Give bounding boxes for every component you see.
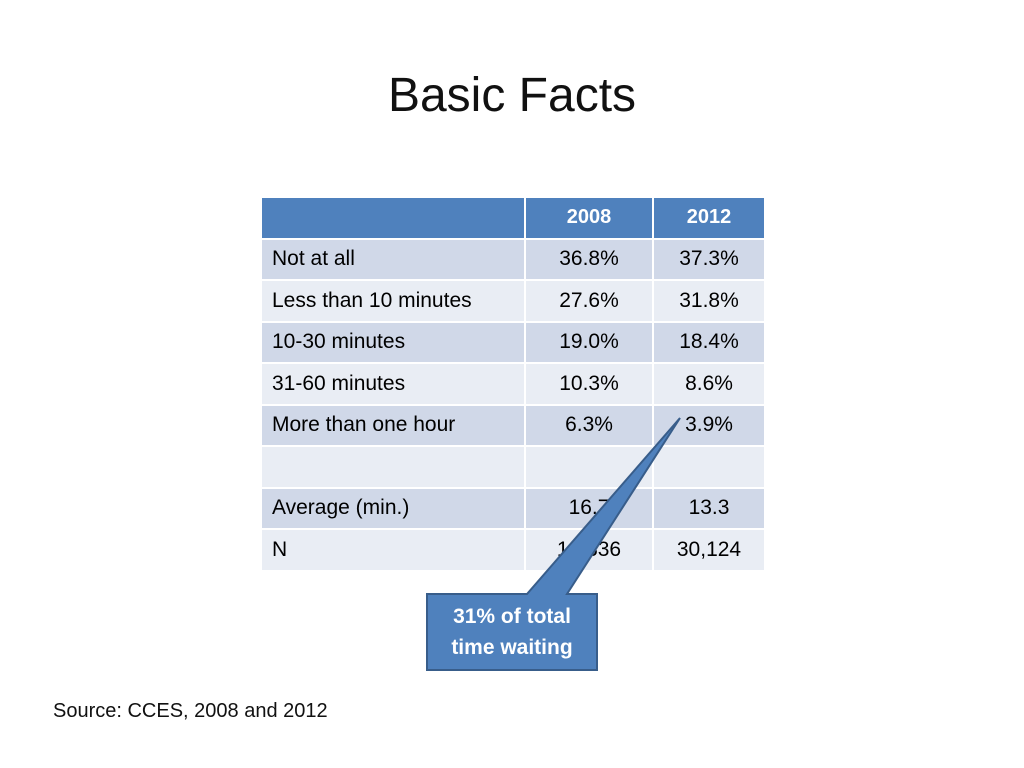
- row-label: Less than 10 minutes: [260, 279, 526, 323]
- header-cell-2008: 2008: [524, 196, 654, 240]
- cell-2008: 6.3%: [524, 403, 654, 447]
- cell-2012: 18.4%: [652, 320, 766, 364]
- table-row: 31-60 minutes 10.3% 8.6%: [260, 362, 766, 406]
- cell-2008: 10.3%: [524, 362, 654, 406]
- row-label: More than one hour: [260, 403, 526, 447]
- table-row: Not at all 36.8% 37.3%: [260, 237, 766, 281]
- cell-2008: 16.7: [524, 486, 654, 530]
- table-row-n: N 10,336 30,124: [260, 528, 766, 572]
- row-label: [260, 445, 526, 489]
- cell-2012: 3.9%: [652, 403, 766, 447]
- row-label: 10-30 minutes: [260, 320, 526, 364]
- table-row-spacer: [260, 445, 766, 489]
- row-label: 31-60 minutes: [260, 362, 526, 406]
- row-label: Not at all: [260, 237, 526, 281]
- cell-2008: 10,336: [524, 528, 654, 572]
- table-row: More than one hour 6.3% 3.9%: [260, 403, 766, 447]
- cell-2012: 30,124: [652, 528, 766, 572]
- cell-2012: 8.6%: [652, 362, 766, 406]
- cell-2008: 36.8%: [524, 237, 654, 281]
- callout-text: 31% of total time waiting: [427, 594, 597, 670]
- callout-line-2: time waiting: [451, 636, 573, 659]
- source-note: Source: CCES, 2008 and 2012: [53, 700, 328, 722]
- cell-2012: 37.3%: [652, 237, 766, 281]
- cell-2012: 13.3: [652, 486, 766, 530]
- table-row: 10-30 minutes 19.0% 18.4%: [260, 320, 766, 364]
- callout-line-1: 31% of total: [453, 605, 571, 628]
- cell-2008: [524, 445, 654, 489]
- cell-2012: [652, 445, 766, 489]
- row-label: Average (min.): [260, 486, 526, 530]
- table-header-row: 2008 2012: [260, 196, 766, 240]
- slide-title: Basic Facts: [387, 69, 637, 122]
- cell-2008: 27.6%: [524, 279, 654, 323]
- header-cell-label: [260, 196, 526, 240]
- cell-2012: 31.8%: [652, 279, 766, 323]
- row-label: N: [260, 528, 526, 572]
- header-cell-2012: 2012: [652, 196, 766, 240]
- cell-2008: 19.0%: [524, 320, 654, 364]
- table-row-average: Average (min.) 16.7 13.3: [260, 486, 766, 530]
- facts-table: 2008 2012 Not at all 36.8% 37.3% Less th…: [260, 196, 766, 572]
- table-row: Less than 10 minutes 27.6% 31.8%: [260, 279, 766, 323]
